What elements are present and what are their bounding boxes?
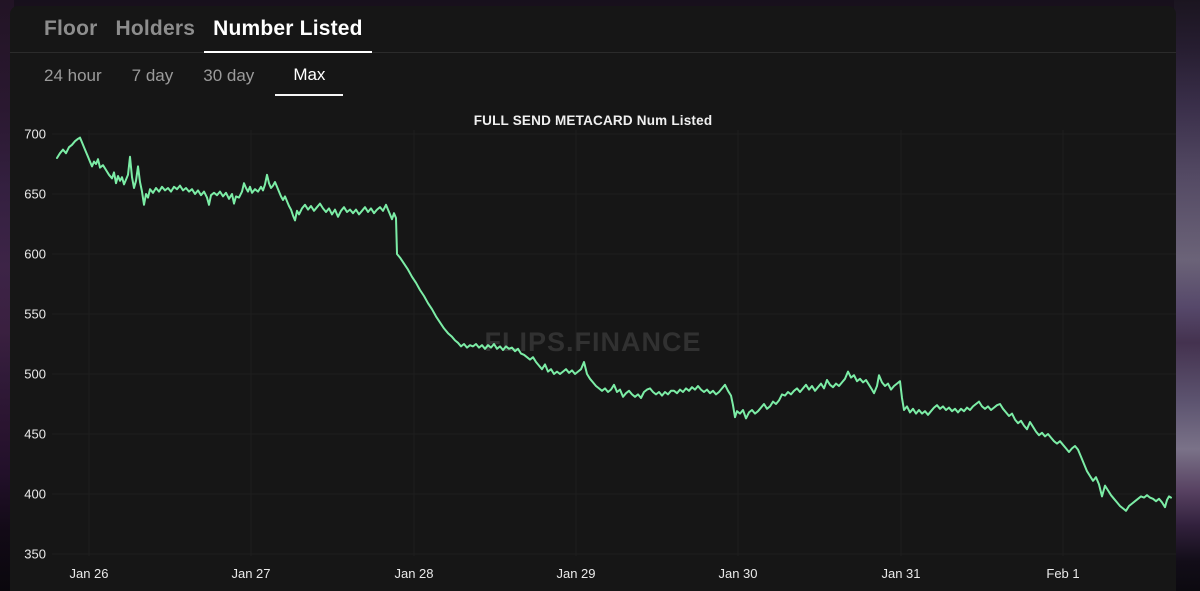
range-24-hour[interactable]: 24 hour: [44, 66, 102, 85]
y-axis-tick-label: 650: [24, 187, 46, 202]
x-axis-tick-label: Jan 28: [394, 566, 433, 581]
y-axis-tick-label: 500: [24, 367, 46, 382]
x-axis-tick-label: Jan 30: [718, 566, 757, 581]
x-axis-tick-label: Jan 29: [556, 566, 595, 581]
y-axis-tick-label: 350: [24, 547, 46, 562]
x-axis-tick-label: Jan 31: [881, 566, 920, 581]
tab-holders[interactable]: Holders: [115, 17, 196, 40]
tab-floor[interactable]: Floor: [44, 17, 98, 40]
range-max[interactable]: Max: [275, 56, 344, 96]
x-axis-tick-label: Feb 1: [1046, 566, 1079, 581]
num-listed-line: [56, 136, 1172, 512]
chart-title: FULL SEND METACARD Num Listed: [473, 113, 713, 128]
tab-number-listed[interactable]: Number Listed: [204, 6, 372, 53]
range-7-day[interactable]: 7 day: [131, 66, 174, 85]
y-axis-tick-label: 700: [24, 127, 46, 142]
range-30-day[interactable]: 30 day: [203, 66, 255, 85]
metric-tabs: Floor Holders Number Listed: [10, 6, 1176, 53]
x-axis-tick-label: Jan 26: [69, 566, 108, 581]
y-axis-tick-label: 600: [24, 247, 46, 262]
y-axis-tick-label: 400: [24, 487, 46, 502]
y-axis-tick-label: 550: [24, 307, 46, 322]
background-right: [1174, 0, 1200, 591]
y-axis-tick-label: 450: [24, 427, 46, 442]
x-axis-tick-label: Jan 27: [231, 566, 270, 581]
time-range-tabs: 24 hour 7 day 30 day Max: [10, 53, 1176, 99]
